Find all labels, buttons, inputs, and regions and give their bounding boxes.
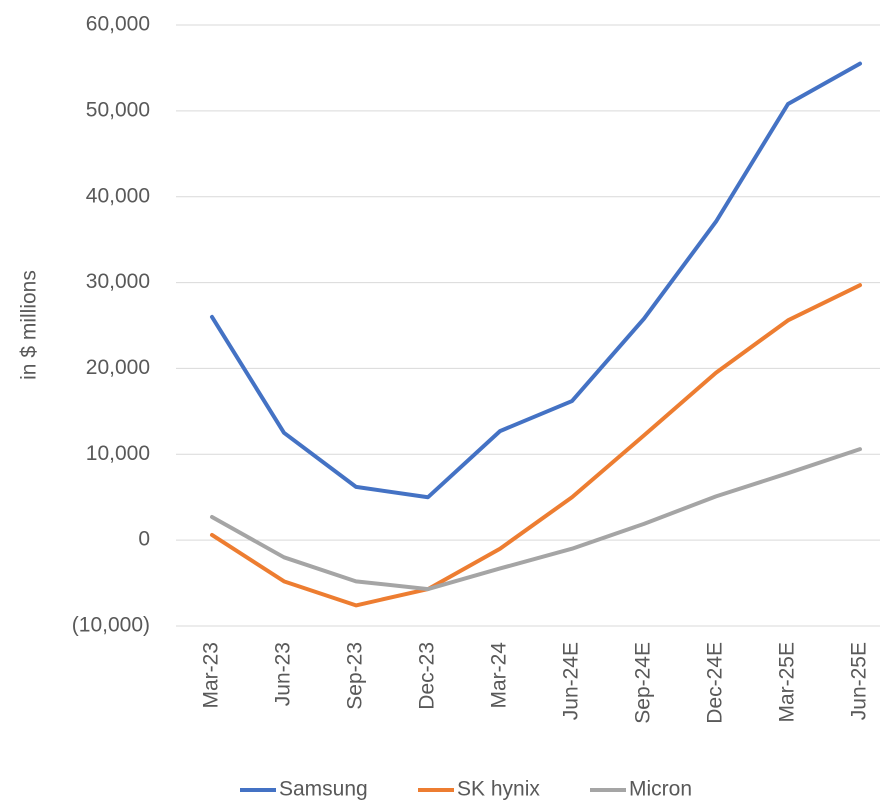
y-tick-label: 50,000 [86, 98, 150, 121]
legend-label: Samsung [279, 778, 368, 801]
y-tick-label: 40,000 [86, 184, 150, 207]
y-tick-label: (10,000) [72, 614, 150, 637]
x-tick-label: Sep-23 [344, 642, 367, 710]
y-tick-label: 30,000 [86, 270, 150, 293]
x-tick-label: Mar-24 [488, 642, 511, 709]
legend-label: SK hynix [457, 778, 540, 801]
x-tick-label: Dec-23 [416, 642, 439, 710]
x-tick-label: Jun-23 [272, 642, 295, 706]
y-tick-label: 20,000 [86, 356, 150, 379]
series-line [210, 447, 862, 592]
x-tick-label: Jun-25E [848, 642, 871, 720]
legend-label: Micron [629, 778, 692, 801]
x-tick-label: Sep-24E [632, 642, 655, 724]
y-tick-label: 10,000 [86, 442, 150, 465]
x-tick-label: Mar-23 [200, 642, 223, 709]
y-tick-label: 0 [138, 528, 150, 551]
y-axis-label: in $ millions [18, 270, 41, 380]
x-tick-label: Jun-24E [560, 642, 583, 720]
series-line [210, 61, 862, 500]
series-line [210, 283, 862, 608]
x-tick-label: Dec-24E [704, 642, 727, 724]
x-tick-label: Mar-25E [776, 642, 799, 723]
y-tick-label: 60,000 [86, 13, 150, 36]
